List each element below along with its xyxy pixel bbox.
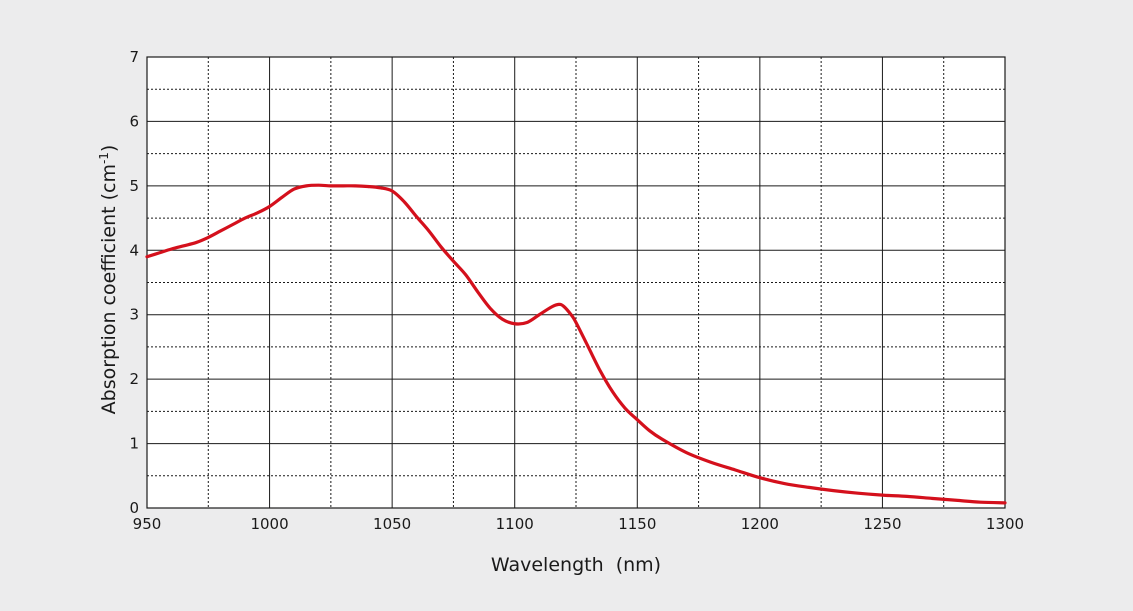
x-tick-label: 950 [133,515,162,533]
x-tick-label: 1100 [496,515,534,533]
plot-frame [146,56,1006,509]
y-tick-label: 2 [129,370,139,388]
x-tick-label: 1200 [741,515,779,533]
x-axis-title: Wavelength (nm) [491,554,661,576]
y-axis-title-superscript: -1 [97,152,111,164]
x-tick-labels: 950 1000 1050 1100 1150 1200 1250 1300 [133,515,1024,533]
y-axis-title: Absorption coefficient (cm-1) [97,145,120,415]
y-tick-label: 0 [129,499,139,517]
y-axis-title-main: Absorption coefficient (cm [98,164,120,414]
y-tick-label: 4 [129,241,139,259]
y-tick-label: 6 [129,112,139,130]
x-tick-label: 1300 [986,515,1024,533]
x-tick-label: 1000 [250,515,288,533]
y-tick-label: 7 [129,48,139,66]
y-tick-label: 3 [129,306,139,324]
y-tick-label: 1 [129,435,139,453]
x-tick-label: 1150 [618,515,656,533]
x-tick-label: 1250 [863,515,901,533]
x-tick-label: 1050 [373,515,411,533]
y-tick-labels: 0 1 2 3 4 5 6 7 [129,48,139,517]
series-line-absorption [145,183,1007,505]
minor-grid [147,57,1005,508]
y-axis-title-close: ) [98,145,120,152]
y-tick-label: 5 [129,177,139,195]
